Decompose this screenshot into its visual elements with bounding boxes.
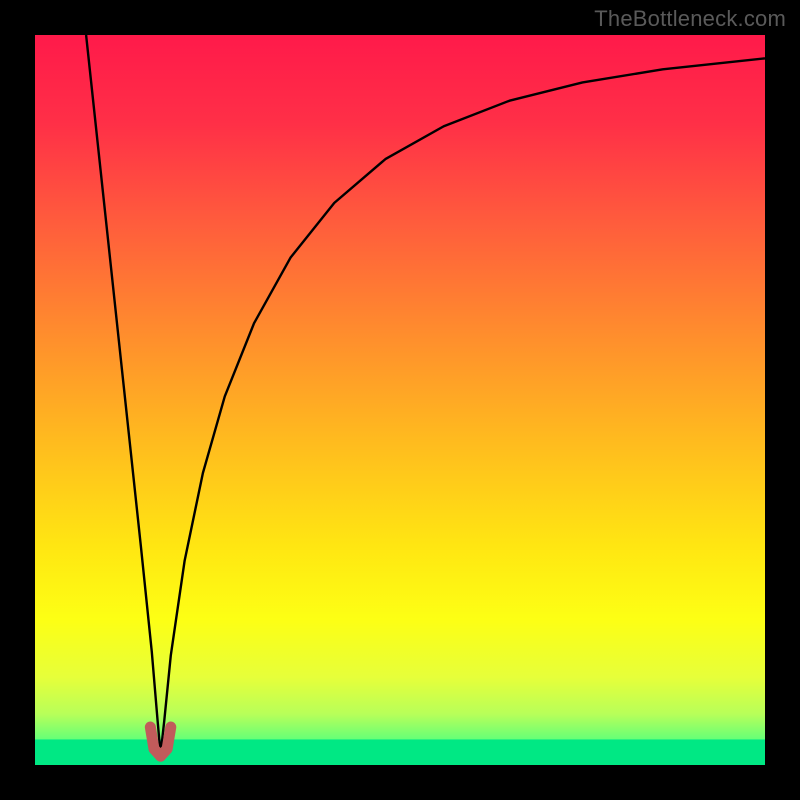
green-band <box>35 739 765 765</box>
gradient-background <box>35 35 765 765</box>
chart-container: TheBottleneck.com <box>0 0 800 800</box>
bottleneck-chart <box>35 35 765 765</box>
watermark-text: TheBottleneck.com <box>594 6 786 32</box>
